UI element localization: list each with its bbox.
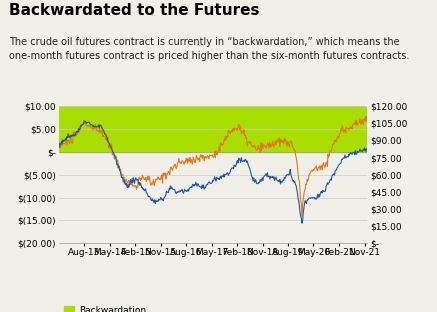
Bar <box>59 106 367 152</box>
Legend: Backwardation, Front month price minus 6-month futures price (left scale), Crude: Backwardation, Front month price minus 6… <box>63 305 343 312</box>
Text: The crude oil futures contract is currently in “backwardation,” which means the
: The crude oil futures contract is curren… <box>9 37 409 61</box>
Text: Backwardated to the Futures: Backwardated to the Futures <box>9 3 259 18</box>
